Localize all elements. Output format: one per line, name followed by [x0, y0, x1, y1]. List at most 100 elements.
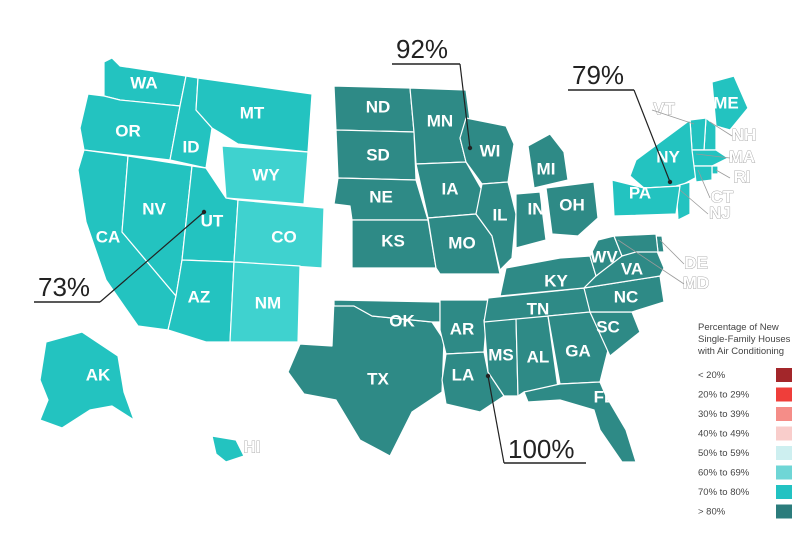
- state-label-md: MD: [683, 273, 709, 292]
- leader-ct: [697, 169, 711, 199]
- callout-west: 73%: [34, 209, 207, 303]
- state-label-nc: NC: [614, 287, 639, 306]
- state-label-ak: AK: [86, 365, 111, 384]
- state-label-tn: TN: [527, 299, 550, 318]
- legend-swatch: [776, 465, 792, 480]
- state-label-mt: MT: [240, 103, 265, 122]
- state-hi: [211, 435, 245, 463]
- legend-swatch: [776, 485, 792, 499]
- state-label-ca: CA: [96, 227, 121, 246]
- state-label-ct: CT: [711, 187, 734, 206]
- state-label-nd: ND: [366, 97, 391, 116]
- state-label-sd: SD: [366, 145, 390, 164]
- state-label-ia: IA: [442, 179, 459, 198]
- leader-vt: [651, 109, 695, 125]
- leader-ma: [695, 153, 731, 159]
- callout-dot: [667, 179, 673, 185]
- state-labels-layer: WA OR ID MT WY CA NV UT CO AZ NM AK HI ND SD NE KS MN IA MO…: [86, 73, 757, 456]
- legend-label: 20% to 29%: [698, 390, 750, 401]
- state-label-nj: NJ: [709, 203, 731, 222]
- state-label-wi: WI: [480, 141, 501, 160]
- state-ga: [547, 311, 609, 385]
- state-in: [515, 191, 547, 249]
- state-vt: [689, 117, 707, 151]
- callout-leader: [633, 89, 671, 183]
- legend-title-line: with Air Conditioning: [697, 346, 784, 357]
- callout-label: 79%: [572, 60, 624, 90]
- state-label-ut: UT: [201, 211, 224, 230]
- legend-item: 30% to 39%: [698, 407, 792, 421]
- state-label-nh: NH: [732, 125, 757, 144]
- legend-label: < 20%: [698, 370, 726, 381]
- legend-swatch: [776, 387, 792, 402]
- state-label-la: LA: [452, 365, 475, 384]
- state-label-ri: RI: [734, 167, 751, 186]
- state-nm: [229, 261, 301, 343]
- state-md: [613, 233, 659, 257]
- state-oh: [545, 181, 599, 237]
- state-pa: [611, 179, 681, 217]
- state-fl: [523, 381, 637, 463]
- state-label-co: CO: [271, 227, 297, 246]
- state-label-al: AL: [527, 347, 550, 366]
- state-label-ne: NE: [369, 187, 393, 206]
- state-label-mn: MN: [427, 111, 453, 130]
- legend-label: 70% to 80%: [698, 487, 750, 498]
- state-label-nm: NM: [255, 293, 281, 312]
- state-la: [441, 351, 505, 413]
- leader-nj: [679, 189, 709, 215]
- state-ma: [691, 149, 729, 167]
- callout-midwest: 92%: [392, 34, 473, 151]
- legend-label: 50% to 59%: [698, 448, 750, 459]
- state-ri: [711, 165, 719, 175]
- callout-northeast: 79%: [568, 60, 673, 185]
- state-label-sc: SC: [596, 317, 620, 336]
- state-label-hi: HI: [244, 437, 261, 456]
- state-label-de: DE: [684, 253, 708, 272]
- legend-title-line: Single-Family Houses: [698, 334, 791, 345]
- callout-label: 92%: [396, 34, 448, 64]
- state-wy: [221, 145, 309, 205]
- state-label-ok: OK: [389, 311, 415, 330]
- state-label-vt: VT: [653, 99, 675, 118]
- callout-dot: [467, 145, 473, 151]
- legend-swatch: [776, 368, 792, 382]
- state-label-in: IN: [528, 199, 545, 218]
- legend-item: 20% to 29%: [698, 387, 792, 402]
- state-label-oh: OH: [559, 195, 585, 214]
- legend-item: > 80%: [698, 504, 792, 519]
- leader-nh: [709, 121, 733, 137]
- state-label-az: AZ: [188, 287, 211, 306]
- state-label-tx: TX: [367, 369, 389, 388]
- leader-md: [617, 239, 685, 285]
- legend-swatch: [776, 407, 792, 421]
- state-label-me: ME: [713, 93, 739, 112]
- callout-label: 73%: [38, 272, 90, 302]
- state-label-id: ID: [183, 137, 200, 156]
- legend-label: 30% to 39%: [698, 409, 750, 420]
- state-label-or: OR: [115, 121, 141, 140]
- state-mi: [527, 133, 569, 189]
- legend-swatch: [776, 446, 792, 460]
- state-label-wa: WA: [130, 73, 157, 92]
- callout-leader: [99, 211, 205, 303]
- legend-swatch: [776, 504, 792, 519]
- state-label-ga: GA: [565, 341, 591, 360]
- state-label-nv: NV: [142, 199, 166, 218]
- state-label-mo: MO: [448, 233, 475, 252]
- legend-item: 40% to 49%: [698, 426, 792, 441]
- state-ct: [693, 165, 713, 183]
- state-label-mi: MI: [537, 159, 556, 178]
- callouts-layer: 92% 79% 73% 100%: [34, 34, 673, 464]
- callout-south: 100%: [485, 373, 586, 464]
- state-label-ma: MA: [729, 147, 755, 166]
- legend-label: 60% to 69%: [698, 468, 750, 479]
- legend-swatch: [776, 426, 792, 441]
- state-label-wy: WY: [252, 165, 280, 184]
- state-mt: [195, 77, 313, 153]
- state-label-ms: MS: [488, 345, 514, 364]
- callout-dot: [201, 209, 207, 215]
- callout-label: 100%: [508, 434, 575, 464]
- legend-item: 50% to 59%: [698, 446, 792, 460]
